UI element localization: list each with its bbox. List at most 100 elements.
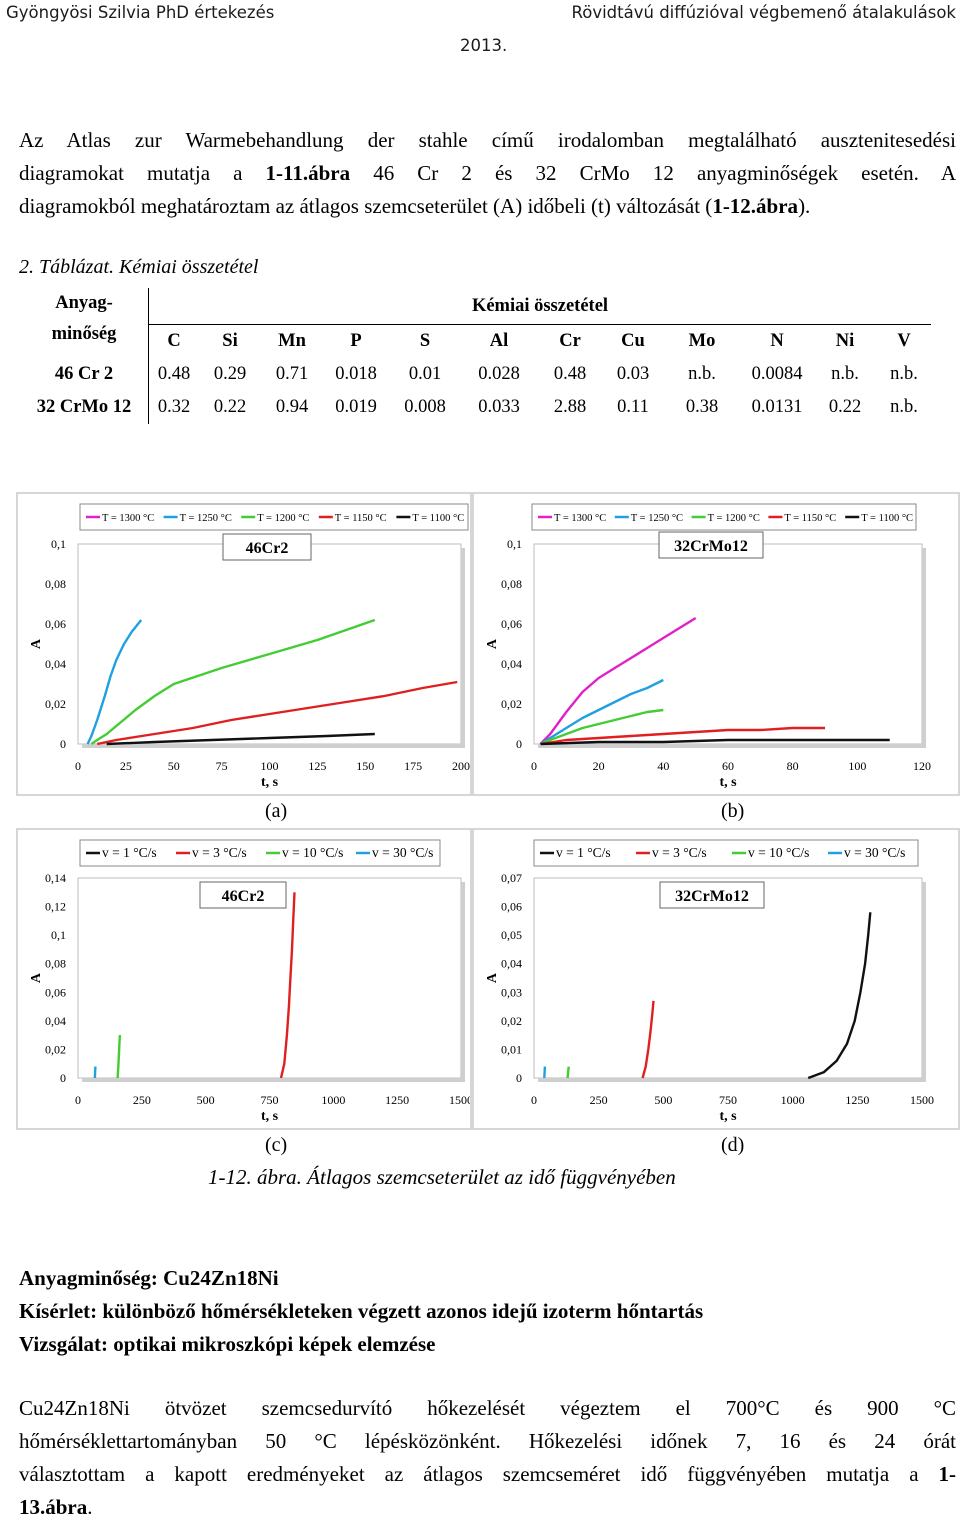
x-tick-label: 60 — [722, 759, 734, 773]
legend-label: T = 1200 °C — [257, 513, 309, 524]
table-cell: 0.48 — [157, 364, 191, 384]
element-header: Al — [489, 331, 509, 351]
intro-line-3: diagramokból meghatároztam az átlagos sz… — [19, 194, 811, 218]
series-line — [543, 1066, 547, 1079]
figure-caption: 1-12. ábra. Átlagos szemcseterület az id… — [208, 1165, 676, 1189]
x-tick-label: 100 — [848, 759, 866, 773]
figure-ref-1-13b[interactable]: 13.ábra — [19, 1495, 88, 1519]
x-axis-label: t, s — [261, 775, 279, 790]
element-header: Mn — [278, 331, 306, 351]
chart-title-box — [659, 881, 765, 909]
x-tick-label: 100 — [261, 759, 279, 773]
y-tick-label: 0,02 — [45, 1042, 66, 1056]
x-tick-label: 500 — [654, 1093, 672, 1107]
legend-label: T = 1300 °C — [102, 513, 154, 524]
legend-label: v = 1 °C/s — [556, 845, 611, 860]
chart-title: 46Cr2 — [246, 540, 289, 557]
plot-area — [77, 877, 462, 1079]
figure-ref-1-11[interactable]: 1-11.ábra — [265, 161, 351, 185]
legend-label: T = 1300 °C — [554, 513, 606, 524]
chart-title-box — [658, 531, 764, 559]
panel-label-d: (d) — [721, 1134, 745, 1156]
element-header: Ni — [835, 331, 855, 351]
series-line — [539, 678, 664, 746]
series-line — [641, 1000, 655, 1079]
table-cell: 0.22 — [213, 397, 247, 417]
y-tick-label: 0,08 — [45, 957, 66, 971]
table-cell: 0.94 — [275, 397, 309, 417]
x-tick-label: 1000 — [781, 1093, 805, 1107]
table-corner-header: Anyag-minőség — [20, 288, 149, 358]
x-axis-label: t, s — [719, 775, 737, 790]
table-group-header: Kémiai összetétel — [148, 288, 931, 325]
plot-shadow — [461, 882, 465, 1082]
plot-shadow — [922, 882, 926, 1082]
y-axis-label: A — [485, 638, 500, 649]
table-cell: 0.01 — [408, 364, 442, 384]
legend-label: T = 1100 °C — [861, 513, 913, 524]
x-tick-label: 40 — [657, 759, 669, 773]
table-row: 32 CrMo 12 0.32 0.22 0.94 0.019 0.008 0.033 2.8… — [20, 391, 931, 424]
chart-title-box — [199, 881, 287, 909]
series-line — [539, 616, 697, 745]
chart-a: 0 0,02 0,04 0,06 0,08 0,1 0 25 50 75 100 125 150 175 2… — [29, 503, 470, 790]
header-year: 2013. — [460, 36, 508, 55]
intro-paragraph: Az Atlas zur Warmebehandlung der stahle … — [19, 124, 956, 223]
series-line — [279, 892, 296, 1079]
y-tick-label: 0,06 — [45, 617, 66, 631]
table-cell: 0.028 — [478, 364, 520, 384]
plot-area — [77, 543, 462, 745]
legend-label: T = 1100 °C — [412, 513, 464, 524]
plot-shadow — [82, 744, 465, 748]
closing-paragraph: Cu24Zn18Ni ötvözet szemcsedurvító hőkeze… — [19, 1392, 956, 1524]
series-line — [807, 912, 872, 1080]
x-tick-label: 125 — [308, 759, 326, 773]
series-line — [566, 1066, 570, 1079]
y-tick-label: 0 — [60, 737, 66, 751]
element-header: Cr — [559, 331, 581, 351]
chart-title: 32CrMo12 — [675, 888, 749, 905]
x-tick-label: 0 — [75, 1093, 81, 1107]
x-tick-label: 1500 — [449, 1093, 470, 1107]
chart-title: 32CrMo12 — [674, 538, 748, 555]
element-header: P — [350, 331, 362, 351]
y-tick-label: 0,01 — [501, 1042, 522, 1056]
table-cell: 0.0131 — [751, 397, 803, 417]
row-name: 32 CrMo 12 — [20, 391, 149, 424]
table-cell: 0.29 — [213, 364, 247, 384]
y-tick-label: 0,04 — [45, 1014, 66, 1028]
y-tick-label: 0,05 — [501, 928, 522, 942]
figure-ref-1-13a[interactable]: 1- — [938, 1462, 957, 1486]
row-name: 46 Cr 2 — [20, 358, 149, 391]
closing-line-1: Cu24Zn18Ni ötvözet szemcsedurvító hőkeze… — [19, 1396, 956, 1420]
x-tick-label: 0 — [531, 759, 537, 773]
chart-b: 0 0,02 0,04 0,06 0,08 0,1 0 20 40 60 80 100 120 At, s… — [485, 503, 931, 790]
experiment-test: Kísérlet: különböző hőmérsékleteken végz… — [19, 1299, 704, 1323]
header-author: Gyöngyösi Szilvia PhD értekezés — [6, 3, 275, 22]
series-line — [116, 1035, 122, 1079]
table-cell: 0.71 — [275, 364, 309, 384]
element-header: Cu — [621, 331, 645, 351]
series-line — [106, 732, 375, 746]
table-cell: 0.11 — [617, 397, 649, 417]
x-tick-label: 750 — [719, 1093, 737, 1107]
x-tick-label: 1000 — [321, 1093, 345, 1107]
chart-legend — [79, 839, 441, 867]
series-line — [90, 618, 376, 745]
figure-ref-1-12[interactable]: 1-12.ábra — [712, 194, 799, 218]
table-cell: 0.019 — [335, 397, 377, 417]
x-tick-label: 50 — [168, 759, 180, 773]
chart-title-box — [222, 533, 312, 561]
x-tick-label: 1250 — [385, 1093, 409, 1107]
x-tick-label: 1500 — [910, 1093, 934, 1107]
x-tick-label: 0 — [531, 1093, 537, 1107]
legend-label: T = 1150 °C — [335, 513, 387, 524]
legend-label: v = 3 °C/s — [192, 845, 247, 860]
legend-label: T = 1200 °C — [708, 513, 760, 524]
chart-c: 0 0,02 0,04 0,06 0,08 0,1 0,12 0,14 0 250 500 750 10… — [29, 839, 473, 1124]
y-tick-label: 0 — [516, 737, 522, 751]
x-tick-label: 120 — [913, 759, 931, 773]
y-tick-label: 0,1 — [51, 928, 66, 942]
y-tick-label: 0,1 — [51, 537, 66, 551]
